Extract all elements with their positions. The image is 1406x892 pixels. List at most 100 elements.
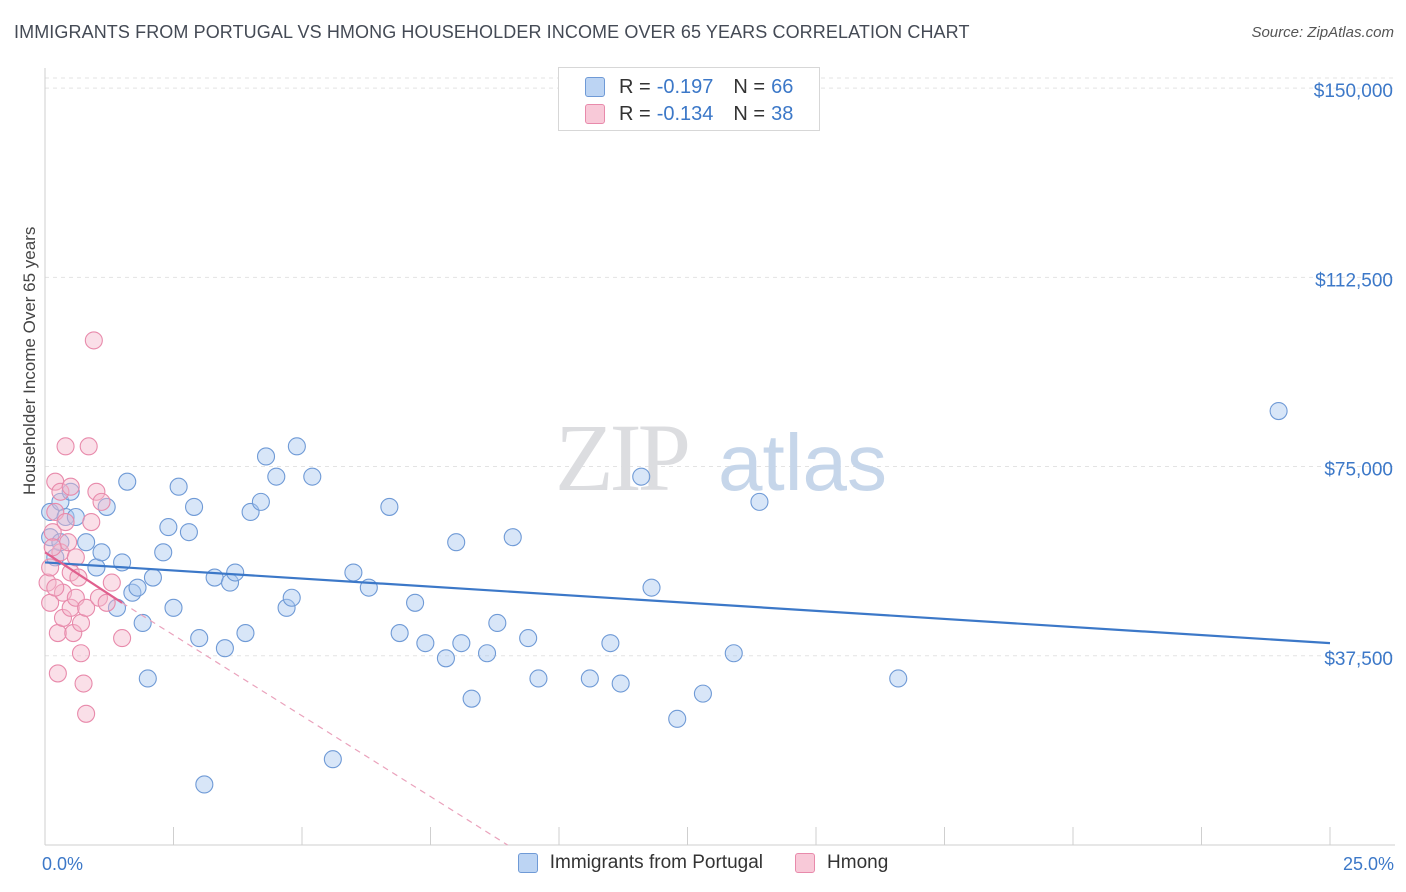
- data-point-hmong: [56, 513, 75, 532]
- source-label: Source: ZipAtlas.com: [1251, 24, 1394, 41]
- x-tick-label: 0.0%: [42, 854, 83, 874]
- stats-legend: R = -0.197 N = 66 R = -0.134 N = 38: [558, 67, 820, 131]
- data-point-portugal: [123, 583, 142, 602]
- data-point-portugal: [215, 639, 234, 658]
- y-tick-labels: $37,500 $75,000 $112,500 $150,000: [1314, 81, 1393, 670]
- data-point-portugal: [118, 472, 137, 491]
- data-point-portugal: [611, 674, 630, 693]
- data-point-hmong: [48, 664, 67, 683]
- data-point-portugal: [282, 588, 301, 607]
- data-point-portugal: [503, 528, 522, 547]
- data-point-portugal: [143, 568, 162, 587]
- data-point-portugal: [390, 624, 409, 643]
- data-point-hmong: [102, 573, 121, 592]
- x-tick-labels: 0.0% 25.0%: [42, 854, 1394, 874]
- data-point-hmong: [71, 613, 91, 633]
- data-point-hmong: [46, 578, 65, 597]
- data-point-portugal: [185, 497, 204, 516]
- data-point-portugal: [303, 467, 322, 486]
- legend-row-hmong: R = -0.134 N = 38: [585, 102, 793, 126]
- data-point-portugal: [447, 533, 466, 552]
- legend-r-label: R =: [619, 102, 651, 125]
- data-point-portugal: [159, 518, 178, 537]
- legend-n-label: N =: [733, 75, 766, 98]
- data-point-hmong: [53, 608, 73, 627]
- data-point-portugal: [61, 482, 80, 501]
- data-point-portugal: [195, 775, 214, 794]
- data-point-hmong: [41, 558, 60, 577]
- data-point-portugal: [154, 543, 173, 562]
- legend-n-label: N =: [733, 102, 766, 125]
- data-point-portugal: [128, 578, 147, 597]
- data-point-hmong: [77, 704, 96, 723]
- data-point-hmong: [82, 513, 101, 532]
- data-point-portugal: [97, 497, 116, 516]
- data-point-portugal: [77, 533, 96, 552]
- data-point-portugal: [267, 467, 286, 486]
- data-point-portugal: [488, 613, 507, 633]
- legend-n-value: 66: [771, 75, 794, 98]
- data-point-portugal: [323, 750, 342, 769]
- legend-item-portugal[interactable]: Immigrants from Portugal: [517, 852, 764, 874]
- data-point-hmong: [48, 624, 67, 643]
- data-point-portugal: [179, 523, 198, 542]
- data-point-portugal: [889, 669, 908, 688]
- legend-swatch-hmong: [795, 853, 816, 873]
- watermark-zip: ZIP: [555, 404, 688, 511]
- data-point-portugal: [236, 624, 255, 643]
- legend-label-portugal: Immigrants from Portugal: [549, 852, 764, 873]
- legend-n-value: 38: [771, 102, 794, 125]
- data-point-portugal: [436, 649, 455, 668]
- data-point-hmong: [77, 598, 96, 617]
- data-point-portugal: [138, 669, 157, 688]
- legend-row-portugal: R = -0.197 N = 66: [585, 75, 793, 99]
- data-point-portugal: [256, 447, 276, 466]
- data-point-hmong: [61, 598, 80, 617]
- data-point-hmong: [87, 482, 106, 501]
- data-point-portugal: [724, 644, 743, 663]
- legend-r-value: -0.197: [656, 75, 714, 98]
- data-point-portugal: [380, 497, 399, 516]
- y-tick-label: $150,000: [1314, 81, 1393, 102]
- watermark-atlas: atlas: [718, 418, 887, 507]
- data-point-hmong: [97, 593, 116, 612]
- data-point-portugal: [668, 709, 687, 728]
- axes: [44, 68, 1395, 846]
- data-point-portugal: [750, 492, 769, 511]
- grid-lines: [45, 77, 1395, 657]
- trend-line-portugal: [44, 561, 1331, 645]
- data-point-hmong: [64, 624, 83, 643]
- data-point-hmong: [56, 437, 75, 456]
- data-point-portugal: [580, 669, 599, 688]
- data-point-portugal: [1269, 401, 1288, 421]
- legend-r-label: R =: [619, 75, 651, 98]
- data-point-portugal: [632, 467, 651, 486]
- legend-swatch-portugal: [585, 77, 605, 97]
- data-point-portugal: [601, 634, 620, 653]
- data-point-portugal: [477, 644, 497, 663]
- x-tick-label: 25.0%: [1343, 854, 1394, 874]
- data-point-portugal: [416, 634, 435, 653]
- series-portugal-points: [41, 401, 1288, 794]
- data-point-hmong: [61, 477, 80, 496]
- data-point-portugal: [519, 629, 538, 648]
- data-point-portugal: [693, 684, 712, 703]
- series-legend: Immigrants from Portugal Hmong: [0, 852, 1406, 874]
- data-point-portugal: [344, 563, 363, 582]
- chart-title: IMMIGRANTS FROM PORTUGAL VS HMONG HOUSEH…: [14, 22, 970, 42]
- data-point-portugal: [92, 543, 111, 562]
- data-point-portugal: [277, 598, 296, 617]
- data-point-hmong: [43, 538, 62, 557]
- trend-line-hmong-extension: [121, 602, 508, 846]
- legend-item-hmong[interactable]: Hmong: [795, 852, 888, 874]
- data-point-portugal: [164, 598, 183, 617]
- data-point-hmong: [66, 548, 85, 567]
- data-point-portugal: [251, 492, 270, 511]
- data-point-portugal: [169, 477, 188, 496]
- legend-swatch-hmong: [585, 104, 605, 124]
- data-point-portugal: [462, 689, 481, 708]
- data-point-hmong: [71, 644, 91, 663]
- data-point-portugal: [87, 558, 106, 577]
- data-point-hmong: [74, 674, 93, 693]
